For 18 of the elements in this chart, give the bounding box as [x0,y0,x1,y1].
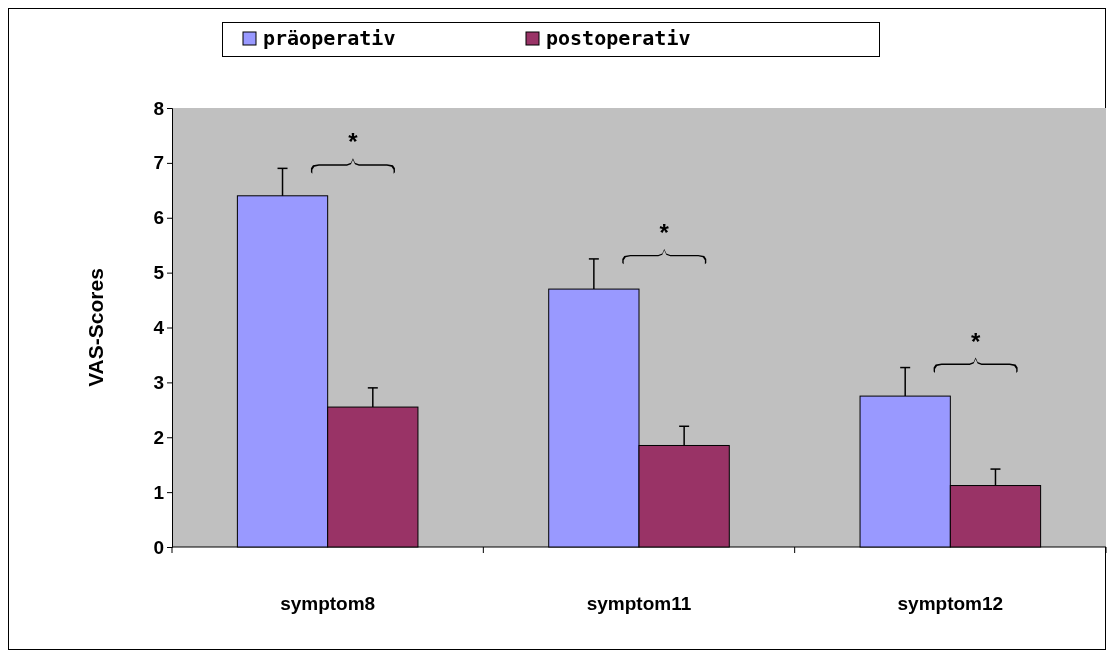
y-tick-label: 1 [153,481,165,503]
x-tick-label: symptom8 [280,593,376,614]
y-tick-label: 7 [153,152,164,174]
y-tick-label: 3 [153,371,164,393]
annotation: * [348,128,359,156]
y-tick-label: 5 [153,262,165,284]
y-tick-label: 0 [153,536,164,558]
y-tick-label: 4 [153,317,165,339]
x-tick-label: symptom11 [586,593,692,614]
annotation: * [970,327,981,355]
legend-label: präoperativ [263,26,396,50]
y-tick-label: 6 [153,207,164,229]
y-axis-title: VAS-Scores [84,268,107,387]
annotation: * [659,218,670,246]
y-tick-label: 8 [153,97,164,119]
legend-label: postoperativ [546,26,691,50]
y-tick-label: 2 [153,426,164,448]
x-tick-label: symptom12 [897,593,1004,614]
